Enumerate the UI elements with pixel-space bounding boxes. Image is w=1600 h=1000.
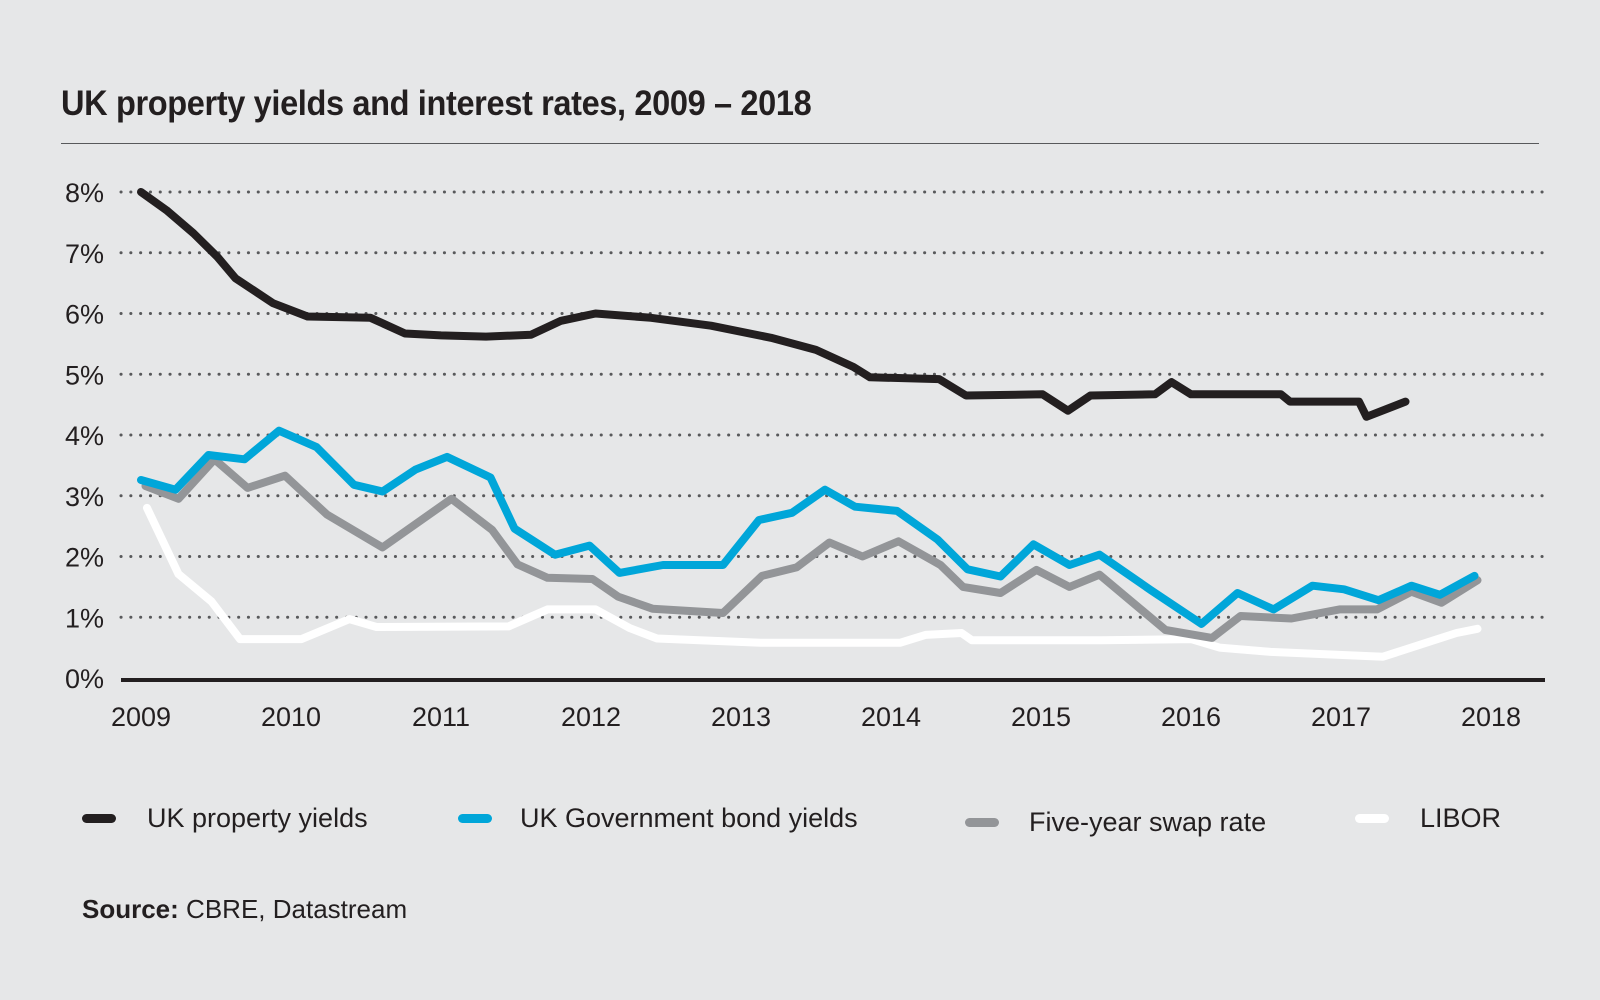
x-axis-labels: 2009 2010 2011 2012 2013 2014 2015 2016 2017 2018 xyxy=(111,702,1521,732)
x-tick-label: 2011 xyxy=(412,702,470,732)
source-text: CBRE, Datastream xyxy=(186,894,408,924)
y-tick-label: 2% xyxy=(65,543,104,573)
y-tick-label: 5% xyxy=(65,360,104,390)
legend-swatch-swap-rate xyxy=(965,817,999,827)
x-tick-label: 2016 xyxy=(1161,702,1221,732)
legend-label: LIBOR xyxy=(1420,802,1502,833)
y-tick-label: 7% xyxy=(65,239,104,269)
x-tick-label: 2015 xyxy=(1011,702,1071,732)
x-tick-label: 2013 xyxy=(711,702,771,732)
x-tick-label: 2010 xyxy=(261,702,321,732)
x-tick-label: 2018 xyxy=(1461,702,1521,732)
source-note: Source: CBRE, Datastream xyxy=(82,894,407,925)
legend-item-property-yields: UK property yields xyxy=(82,800,368,836)
legend-item-libor: LIBOR xyxy=(1355,800,1501,836)
y-axis-labels: 0% 1% 2% 3% 4% 5% 6% 7% 8% xyxy=(65,178,104,694)
y-tick-label: 0% xyxy=(65,664,104,694)
title-divider xyxy=(61,143,1539,144)
y-tick-label: 3% xyxy=(65,482,104,512)
legend-label: UK Government bond yields xyxy=(520,802,858,833)
y-tick-label: 4% xyxy=(65,421,104,451)
legend-label: UK property yields xyxy=(147,802,368,833)
series-lines xyxy=(137,188,1482,661)
y-tick-label: 6% xyxy=(65,300,104,330)
legend-swatch-libor xyxy=(1355,813,1389,823)
x-tick-label: 2014 xyxy=(861,702,921,732)
source-label: Source: xyxy=(82,894,179,924)
x-tick-label: 2017 xyxy=(1311,702,1371,732)
legend-item-government-bond-yields: UK Government bond yields xyxy=(458,800,858,836)
legend-item-swap-rate: Five-year swap rate xyxy=(965,804,1266,840)
legend-label: Five-year swap rate xyxy=(1029,806,1267,837)
legend-swatch-government-bond-yields xyxy=(458,813,492,823)
series-line-five-year-swap-rate xyxy=(141,455,1482,642)
legend-swatch-property-yields xyxy=(82,813,116,823)
chart-title: UK property yields and interest rates, 2… xyxy=(61,84,812,123)
x-tick-label: 2012 xyxy=(561,702,621,732)
y-tick-label: 1% xyxy=(65,603,104,633)
y-tick-label: 8% xyxy=(65,178,104,208)
series-line-uk-government-bond-yields xyxy=(137,426,1479,628)
x-tick-label: 2009 xyxy=(111,702,171,732)
series-line-libor xyxy=(143,503,1482,661)
series-line-uk-property-yields xyxy=(137,188,1410,421)
